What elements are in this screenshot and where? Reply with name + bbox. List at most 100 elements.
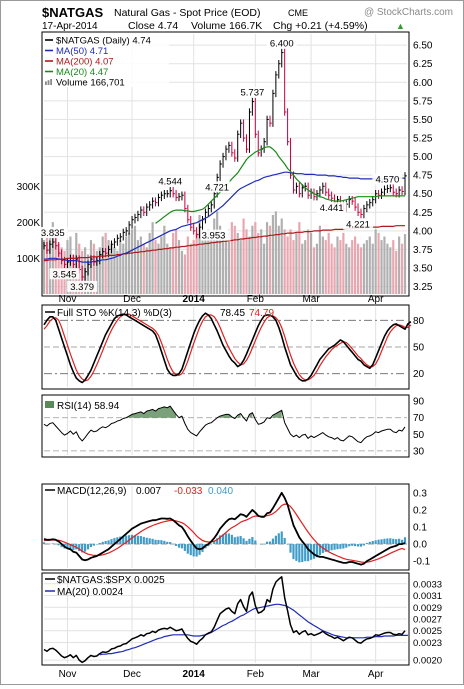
macd-histogram-bar <box>234 537 236 544</box>
macd-histogram-bar <box>345 544 347 548</box>
macd-histogram-bar <box>137 536 139 544</box>
volume-bar <box>237 233 239 294</box>
volume-bar <box>175 229 177 294</box>
macd-histogram-bar <box>295 544 297 561</box>
sto-tick-label: 20 <box>413 369 425 380</box>
volume-bar <box>281 219 283 294</box>
macd-histogram-bar <box>178 544 180 548</box>
macd-histogram-bar <box>231 535 233 544</box>
volume-bar <box>336 237 338 295</box>
macd-histogram-bar <box>298 544 300 562</box>
price-tick-label: 3.25 <box>413 282 433 293</box>
volume-bar <box>401 244 403 294</box>
price-annotation: 4.544 <box>158 177 182 188</box>
macd-tick-label: 0.1 <box>413 523 427 534</box>
volume-bar <box>363 244 365 294</box>
sto-name: Full STO %K(14,3) %D(3) <box>57 308 172 319</box>
macd-histogram-bar <box>196 544 198 556</box>
instrument-name: Natural Gas - Spot Price (EOD) <box>114 7 260 19</box>
ratio-tick-label: 0.0033 <box>413 579 442 590</box>
volume-bar <box>116 251 118 294</box>
volume-tick-label: 300K <box>17 182 41 193</box>
volume-bar <box>372 244 374 294</box>
volume-bar <box>292 240 294 294</box>
volume-bar <box>122 244 124 294</box>
macd-histogram-bar <box>351 544 353 546</box>
x-month-label: Nov <box>59 669 77 680</box>
macd-histogram-bar <box>357 544 359 546</box>
macd-histogram-bar <box>372 541 374 544</box>
macd-tick-label: -0.1 <box>413 557 431 568</box>
watermark: @ StockCharts.com <box>364 7 453 18</box>
macd-histogram-bar <box>175 544 177 546</box>
volume-bar <box>298 222 300 294</box>
price-tick-label: 6.25 <box>413 59 433 70</box>
volume-bar <box>201 240 203 294</box>
macd-histogram-bar <box>260 544 262 545</box>
volume-bar <box>325 240 327 294</box>
macd-histogram-bar <box>366 543 368 544</box>
macd-histogram-bar <box>58 544 60 545</box>
ratio-tick-label: 0.0020 <box>413 656 442 667</box>
macd-histogram-bar <box>190 544 192 555</box>
x-month-label: Mar <box>302 669 320 680</box>
macd-histogram-bar <box>149 538 151 544</box>
volume-bar <box>254 222 256 294</box>
x-month-label: Feb <box>247 294 265 305</box>
price-annotation: 5.737 <box>240 88 264 99</box>
volume-bar <box>242 219 244 294</box>
price-tick-label: 6.50 <box>413 41 433 52</box>
x-month-label: Apr <box>368 669 384 680</box>
macd-histogram-bar <box>272 539 274 544</box>
macd-histogram-bar <box>146 538 148 544</box>
ratio-ma-name: MA(20) 0.0024 <box>57 587 124 598</box>
macd-histogram-bar <box>377 540 379 544</box>
macd-histogram-bar <box>46 544 48 545</box>
macd-histogram-bar <box>169 542 171 544</box>
x-month-label: Dec <box>123 669 141 680</box>
volume-bar <box>181 251 183 294</box>
macd-histogram-bar <box>52 543 54 544</box>
price-annotation: 3.953 <box>202 231 226 242</box>
sto-d-value: 74.79 <box>249 308 274 319</box>
volume-bar <box>131 229 133 294</box>
volume-bar <box>105 233 107 294</box>
volume-bar <box>392 240 394 294</box>
volume-bar <box>404 234 406 294</box>
volume-bar <box>102 237 104 295</box>
volume-bar <box>163 226 165 294</box>
volume-bar <box>240 240 242 294</box>
macd-histogram-bar <box>354 544 356 546</box>
volume-bar <box>169 247 171 294</box>
macd-histogram-bar <box>333 544 335 550</box>
volume-bar <box>331 244 333 294</box>
macd-histogram-bar <box>187 544 189 554</box>
volume-bar <box>289 229 291 294</box>
volume-bar <box>251 226 253 294</box>
macd-signal-value: -0.033 <box>174 486 203 497</box>
macd-histogram-bar <box>237 537 239 545</box>
ratio-tick-label: 0.0025 <box>413 626 442 637</box>
ratio-tick-label: 0.0031 <box>413 591 442 602</box>
sto-tick-label: 50 <box>413 343 425 354</box>
macd-histogram-bar <box>110 539 112 544</box>
volume-bar <box>231 222 233 294</box>
legend-volume-swatch <box>48 80 50 85</box>
x-month-label: Apr <box>368 294 384 305</box>
volume-label: Volume 166.7K <box>191 20 262 32</box>
macd-histogram-bar <box>289 544 291 553</box>
volume-tick-label: 200K <box>17 218 41 229</box>
x-month-label: 2014 <box>183 669 206 680</box>
volume-bar <box>166 244 168 294</box>
volume-bar <box>380 240 382 294</box>
macd-name: MACD(12,26,9) <box>57 486 126 497</box>
macd-histogram-bar <box>93 544 95 546</box>
macd-histogram-bar <box>369 542 371 544</box>
price-annotation: 4.441 <box>320 203 344 214</box>
macd-histogram-bar <box>96 544 98 545</box>
volume-bar <box>152 222 154 294</box>
price-annotation: 4.721 <box>205 182 229 193</box>
volume-bar <box>383 237 385 295</box>
volume-bar <box>210 233 212 294</box>
